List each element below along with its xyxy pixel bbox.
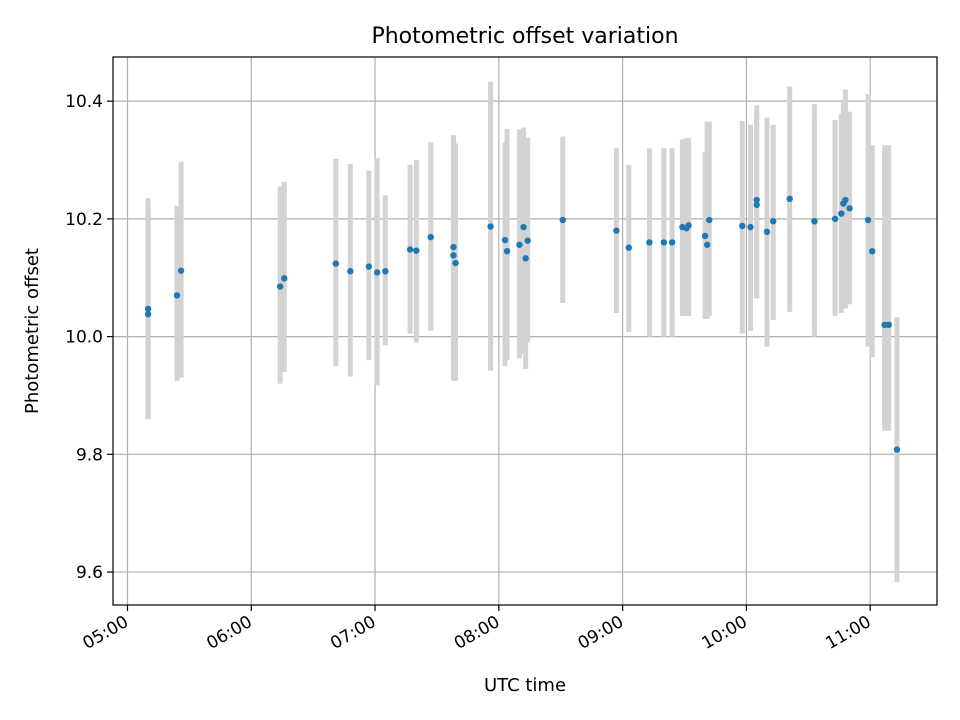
data-point <box>520 223 527 231</box>
data-point <box>347 268 354 275</box>
data-point <box>365 263 373 270</box>
data-point <box>516 241 523 248</box>
data-points <box>144 195 901 453</box>
x-axis-label: UTC time <box>484 675 566 696</box>
data-point <box>706 216 713 224</box>
chart-title: Photometric offset variation <box>371 24 678 49</box>
data-point <box>811 218 818 225</box>
data-point <box>842 196 849 204</box>
y-tick-label: 9.6 <box>76 563 103 583</box>
data-point <box>753 196 760 204</box>
data-point <box>559 216 566 224</box>
data-point <box>739 222 746 230</box>
data-point <box>452 259 459 267</box>
data-point <box>524 237 531 244</box>
data-point <box>747 223 754 231</box>
data-point <box>501 236 509 244</box>
data-point <box>382 268 389 275</box>
data-point <box>838 210 845 217</box>
data-point <box>893 446 901 453</box>
data-point <box>450 252 457 259</box>
data-point <box>276 283 284 290</box>
data-point <box>522 255 529 262</box>
data-point <box>173 292 181 299</box>
y-tick-label: 10.2 <box>65 210 103 230</box>
data-point <box>406 246 414 253</box>
data-point <box>613 227 620 234</box>
y-axis-label: Photometric offset <box>22 248 43 414</box>
y-tick-label: 10.4 <box>65 92 103 112</box>
data-point <box>753 201 760 208</box>
data-point <box>413 247 420 254</box>
data-point <box>831 215 839 223</box>
data-point <box>703 241 711 248</box>
data-point <box>885 321 892 329</box>
data-point <box>487 223 494 230</box>
data-point <box>864 216 872 224</box>
data-point <box>144 305 152 313</box>
data-point <box>625 244 632 251</box>
data-point <box>668 239 676 246</box>
y-tick-label: 10.0 <box>65 328 103 348</box>
data-point <box>332 260 340 267</box>
data-point <box>144 311 152 318</box>
data-point <box>177 267 185 274</box>
data-point <box>786 195 793 203</box>
data-point <box>503 248 511 255</box>
data-point <box>450 243 457 251</box>
data-point <box>660 239 668 246</box>
data-point <box>846 205 853 212</box>
data-point <box>701 232 709 240</box>
data-point <box>869 248 876 255</box>
y-axis-ticks: 9.6 9.8 10.0 10.2 10.4 <box>65 92 113 583</box>
data-point <box>427 233 434 241</box>
data-point <box>763 228 771 236</box>
plot-frame <box>112 56 938 606</box>
y-tick-label: 9.8 <box>76 445 103 465</box>
data-point <box>373 269 381 276</box>
data-point <box>646 239 653 246</box>
data-point <box>281 275 288 282</box>
data-point <box>685 222 692 229</box>
data-point <box>769 218 777 225</box>
